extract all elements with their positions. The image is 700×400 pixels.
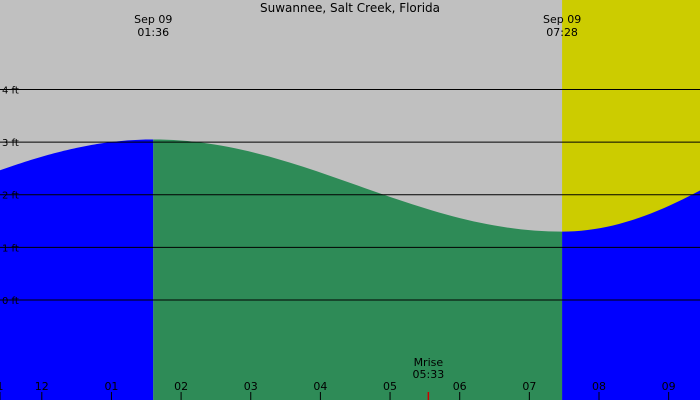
hour-tick-label: 02 bbox=[174, 380, 188, 393]
hour-tick-label: 01 bbox=[104, 380, 118, 393]
height-labels: 0 ft 1 ft 2 ft 3 ft 4 ft bbox=[2, 85, 19, 307]
hour-tick-label: 12 bbox=[35, 380, 49, 393]
tide-event-date: Sep 09 bbox=[134, 13, 172, 26]
hour-tick-label: 07 bbox=[522, 380, 536, 393]
moon-event-label: Mrise bbox=[414, 356, 444, 369]
tide-event-time: 07:28 bbox=[546, 26, 578, 39]
height-label: 3 ft bbox=[2, 138, 19, 149]
hour-tick-label: 09 bbox=[662, 380, 676, 393]
height-label: 4 ft bbox=[2, 85, 19, 96]
falling-tide-area bbox=[153, 139, 563, 400]
hour-tick-label: 04 bbox=[313, 380, 327, 393]
hour-tick-label: 05 bbox=[383, 380, 397, 393]
chart-title: Suwannee, Salt Creek, Florida bbox=[260, 1, 440, 15]
rising-tide-area bbox=[0, 139, 154, 400]
hour-ticks: 1120102030405060708091011120102030405060… bbox=[0, 380, 676, 400]
hour-tick-label: 1 bbox=[0, 380, 4, 393]
hour-tick-label: 03 bbox=[244, 380, 258, 393]
hour-tick-label: 06 bbox=[453, 380, 467, 393]
tide-fills bbox=[0, 139, 700, 400]
moon-event-time: 05:33 bbox=[413, 368, 445, 381]
tide-event-date: Sep 09 bbox=[543, 13, 581, 26]
hour-tick-label: 08 bbox=[592, 380, 606, 393]
height-label: 2 ft bbox=[2, 191, 19, 202]
height-gridlines bbox=[0, 88, 700, 301]
rising-tide-area bbox=[562, 190, 700, 400]
tide-event-time: 01:36 bbox=[137, 26, 169, 39]
height-label: 0 ft bbox=[2, 296, 19, 307]
height-label: 1 ft bbox=[2, 243, 19, 254]
